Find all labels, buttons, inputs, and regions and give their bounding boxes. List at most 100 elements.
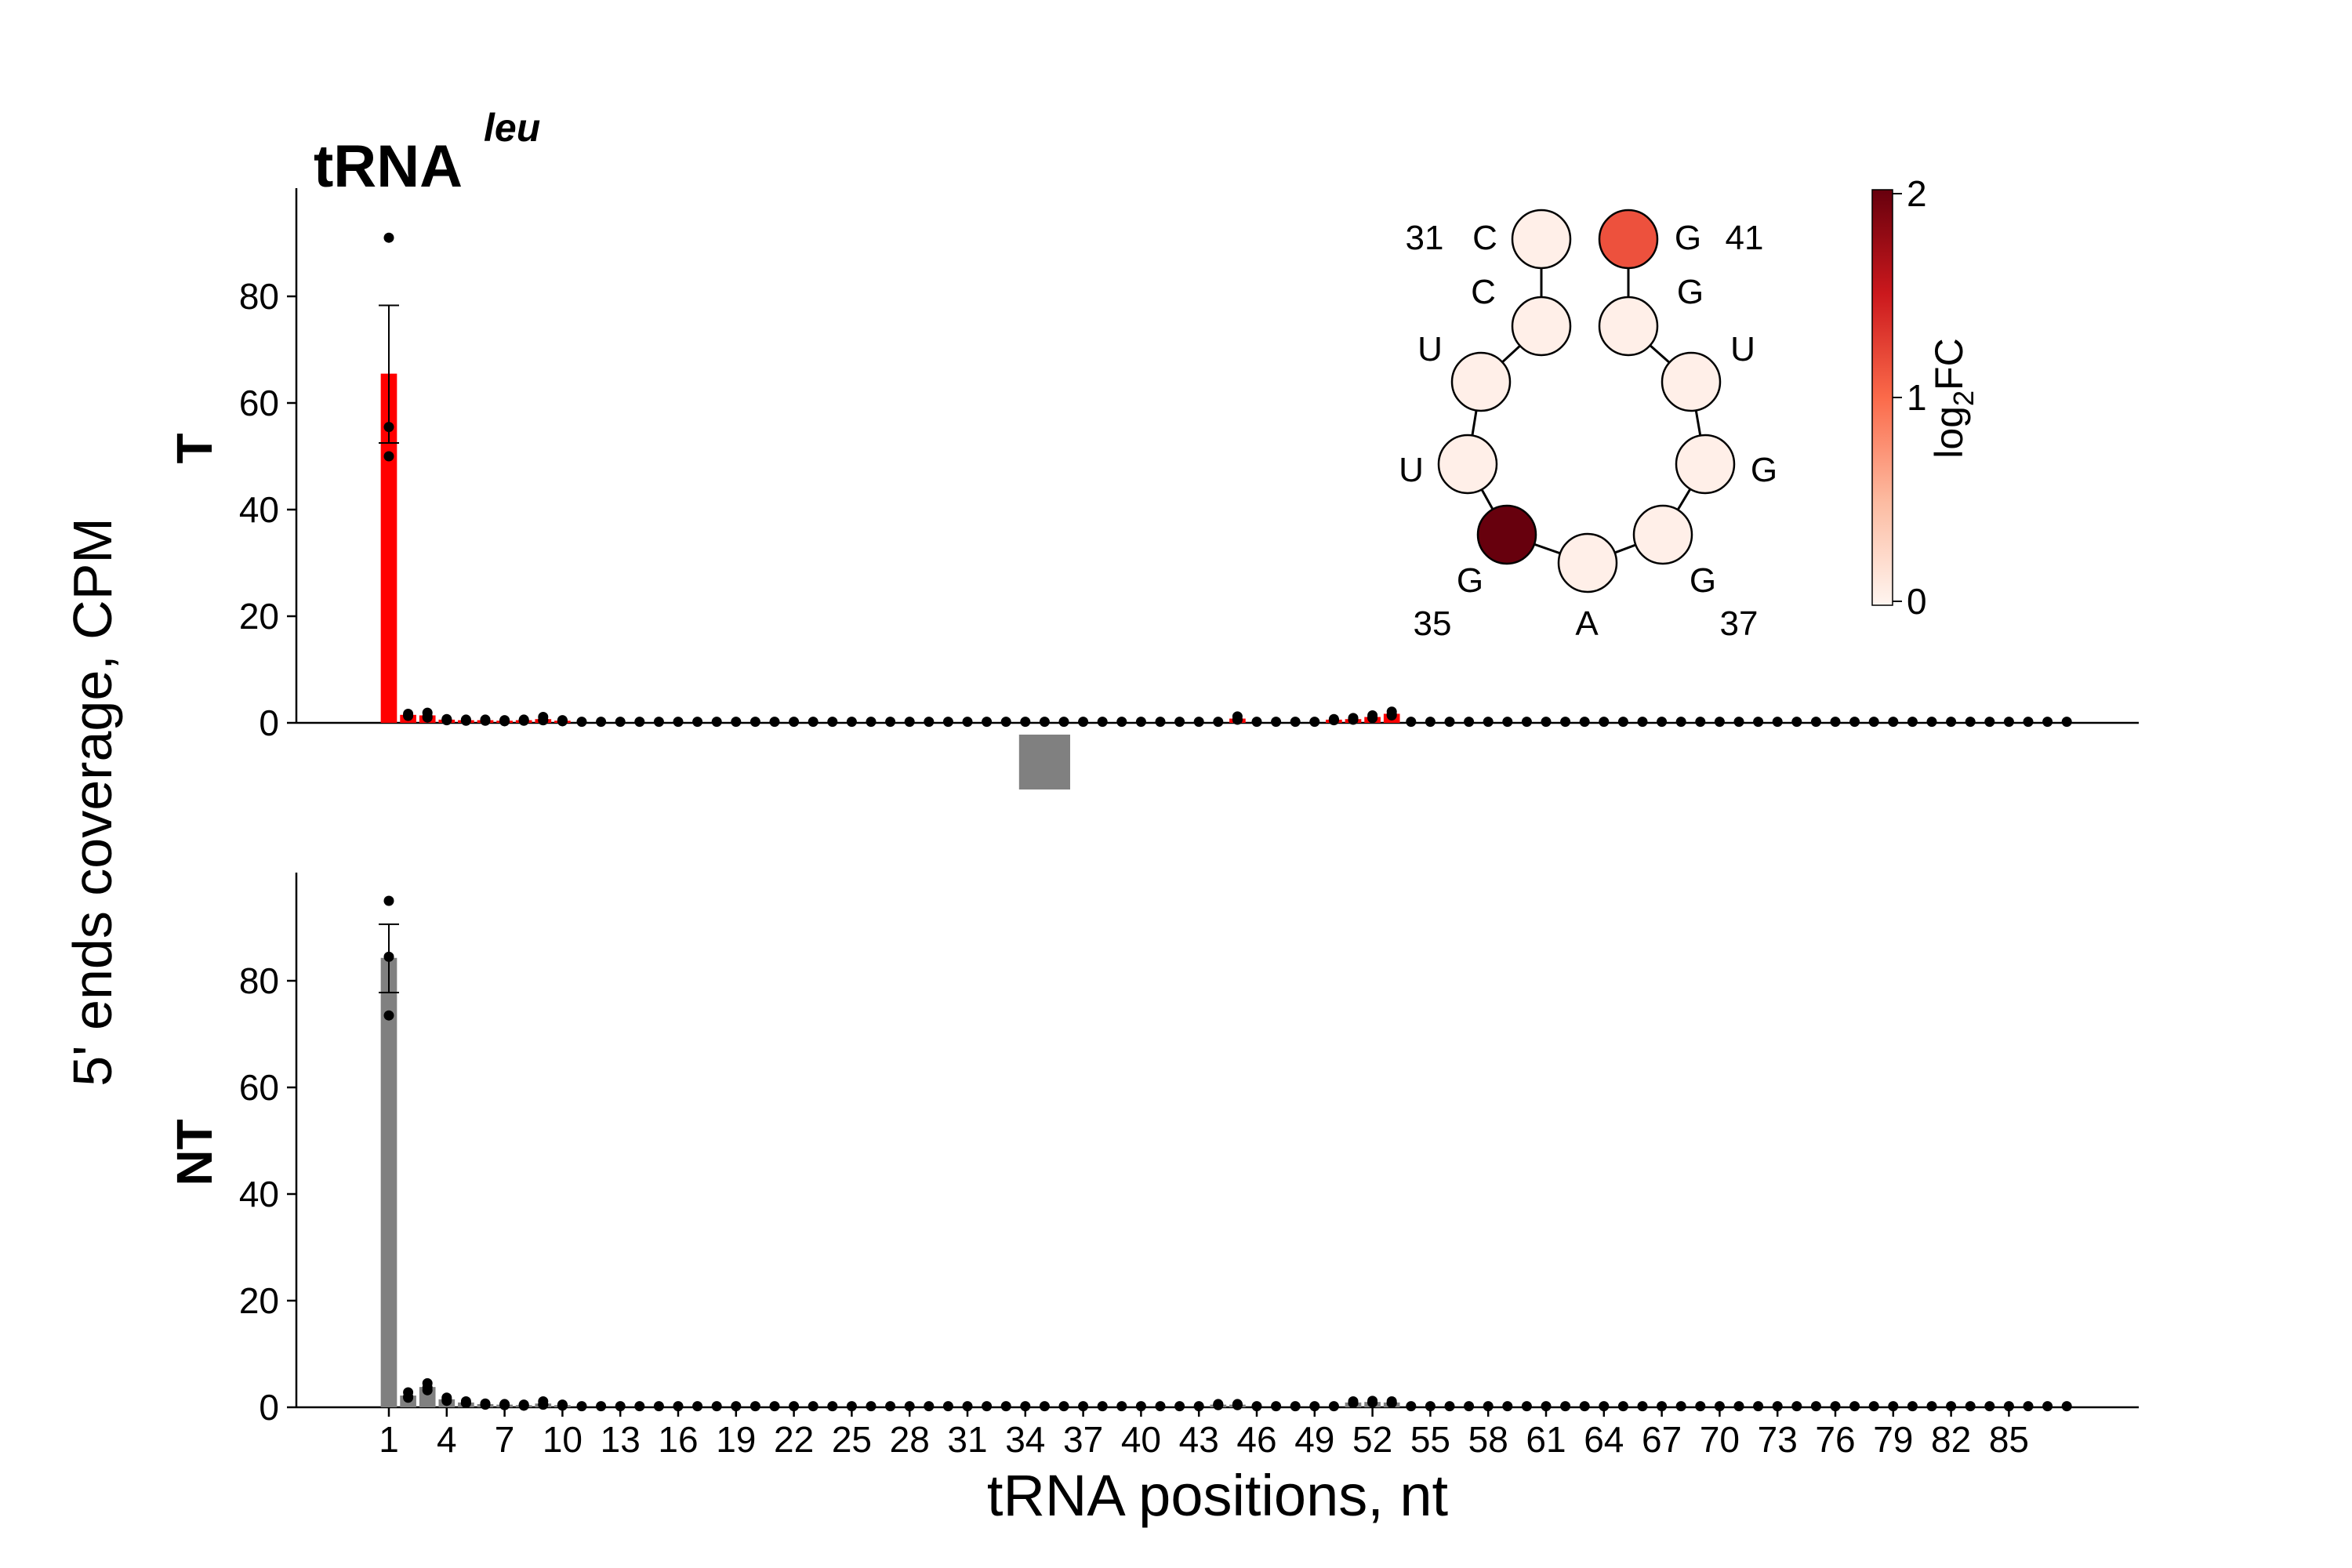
replicate-point <box>1213 717 1224 728</box>
nucleotide-36 <box>1557 532 1618 593</box>
nucleotide-letter: C <box>1471 273 1496 311</box>
y-tick-label: 0 <box>259 702 279 743</box>
replicate-point <box>1193 1401 1204 1412</box>
replicate-point <box>1193 717 1204 728</box>
replicate-point <box>1521 717 1532 728</box>
chart-title-superscript: leu <box>484 106 540 150</box>
x-tick-label: 85 <box>1989 1419 2029 1460</box>
replicate-point <box>904 1401 915 1412</box>
replicate-point <box>1135 1401 1146 1412</box>
replicate-point <box>750 1401 760 1412</box>
replicate-point <box>1657 1401 1668 1412</box>
replicate-point <box>1888 1401 1899 1412</box>
x-tick-label: 49 <box>1294 1419 1334 1460</box>
replicate-point <box>1367 712 1378 723</box>
replicate-point <box>1116 717 1127 728</box>
replicate-point <box>1290 1401 1301 1412</box>
replicate-point <box>1502 717 1513 728</box>
y-tick-label: 80 <box>239 960 279 1001</box>
replicate-point <box>1425 717 1436 728</box>
replicate-point <box>1116 1401 1127 1412</box>
replicate-point <box>789 717 800 728</box>
replicate-point <box>711 1401 722 1412</box>
nucleotide-38 <box>1675 434 1736 495</box>
replicate-point <box>1521 1401 1532 1412</box>
nucleotide-letter: G <box>1690 561 1716 600</box>
replicate-point <box>1907 1401 1918 1412</box>
replicate-point <box>576 717 587 728</box>
replicate-point <box>1406 717 1417 728</box>
replicate-point <box>1772 717 1783 728</box>
x-tick-label: 52 <box>1352 1419 1392 1460</box>
replicate-point <box>1444 1401 1455 1412</box>
replicate-point <box>1868 717 1879 728</box>
replicate-point <box>538 1399 549 1410</box>
replicate-point <box>422 1382 433 1393</box>
replicate-point <box>692 717 703 728</box>
nucleotide-32 <box>1511 296 1572 357</box>
replicate-point <box>750 717 760 728</box>
replicate-point <box>1926 1401 1937 1412</box>
replicate-point <box>711 717 722 728</box>
replicate-point <box>1271 717 1282 728</box>
panel-nt: 0 20 40 60 80 1 4 7 10 13 16 19 22 25 28 31 34 37 40 43 46 4… <box>239 873 2139 1460</box>
x-tick-label: 61 <box>1526 1419 1566 1460</box>
replicate-point <box>924 1401 935 1412</box>
replicate-point <box>422 711 433 722</box>
x-tick-label: 46 <box>1236 1419 1276 1460</box>
replicate-point <box>1810 1401 1821 1412</box>
y-axis-label: 5' ends coverage, CPM <box>62 517 123 1086</box>
replicate-point <box>962 1401 973 1412</box>
replicate-point <box>1058 717 1069 728</box>
replicate-point <box>480 1399 491 1410</box>
replicate-point <box>403 710 414 720</box>
replicate-point <box>789 1401 800 1412</box>
bar <box>380 957 397 1407</box>
replicate-point <box>846 1401 857 1412</box>
replicate-point <box>1502 1401 1513 1412</box>
replicate-point <box>1251 717 1262 728</box>
replicate-point <box>1907 717 1918 728</box>
replicate-point <box>942 717 953 728</box>
replicate-point <box>1657 717 1668 728</box>
replicate-point <box>2023 717 2034 728</box>
replicate-point <box>808 1401 818 1412</box>
replicate-point <box>1849 1401 1860 1412</box>
y-tick-label: 20 <box>239 596 279 637</box>
x-tick-label: 28 <box>890 1419 930 1460</box>
nucleotide-39 <box>1661 351 1722 412</box>
replicate-point <box>2061 1401 2072 1412</box>
x-tick-label: 19 <box>716 1419 756 1460</box>
replicate-point <box>499 715 510 726</box>
replicate-point <box>1135 717 1146 728</box>
replicate-point <box>1791 1401 1802 1412</box>
replicate-point <box>1290 717 1301 728</box>
replicate-point <box>1830 1401 1841 1412</box>
replicate-point <box>1000 717 1011 728</box>
replicate-point <box>692 1401 703 1412</box>
bar <box>380 373 397 723</box>
colorbar-tick-label: 2 <box>1907 173 1927 214</box>
replicate-point <box>1097 1401 1108 1412</box>
replicate-point <box>1174 717 1185 728</box>
replicate-point <box>1328 1401 1339 1412</box>
replicate-point <box>1579 717 1590 728</box>
replicate-point <box>1810 717 1821 728</box>
replicate-point <box>1251 1401 1262 1412</box>
replicate-point <box>1984 717 1995 728</box>
panel-label-nt: NT <box>166 1119 223 1185</box>
replicate-point <box>653 717 664 728</box>
x-tick-label: 82 <box>1931 1419 1971 1460</box>
replicate-point <box>808 717 818 728</box>
replicate-point <box>866 717 877 728</box>
y-tick-label: 40 <box>239 1174 279 1214</box>
replicate-point <box>576 1401 587 1412</box>
replicate-point <box>1560 1401 1571 1412</box>
replicate-point <box>1772 1401 1783 1412</box>
replicate-point <box>1174 1401 1185 1412</box>
replicate-point <box>962 717 973 728</box>
y-tick-label: 80 <box>239 276 279 317</box>
replicate-point <box>518 1399 529 1410</box>
